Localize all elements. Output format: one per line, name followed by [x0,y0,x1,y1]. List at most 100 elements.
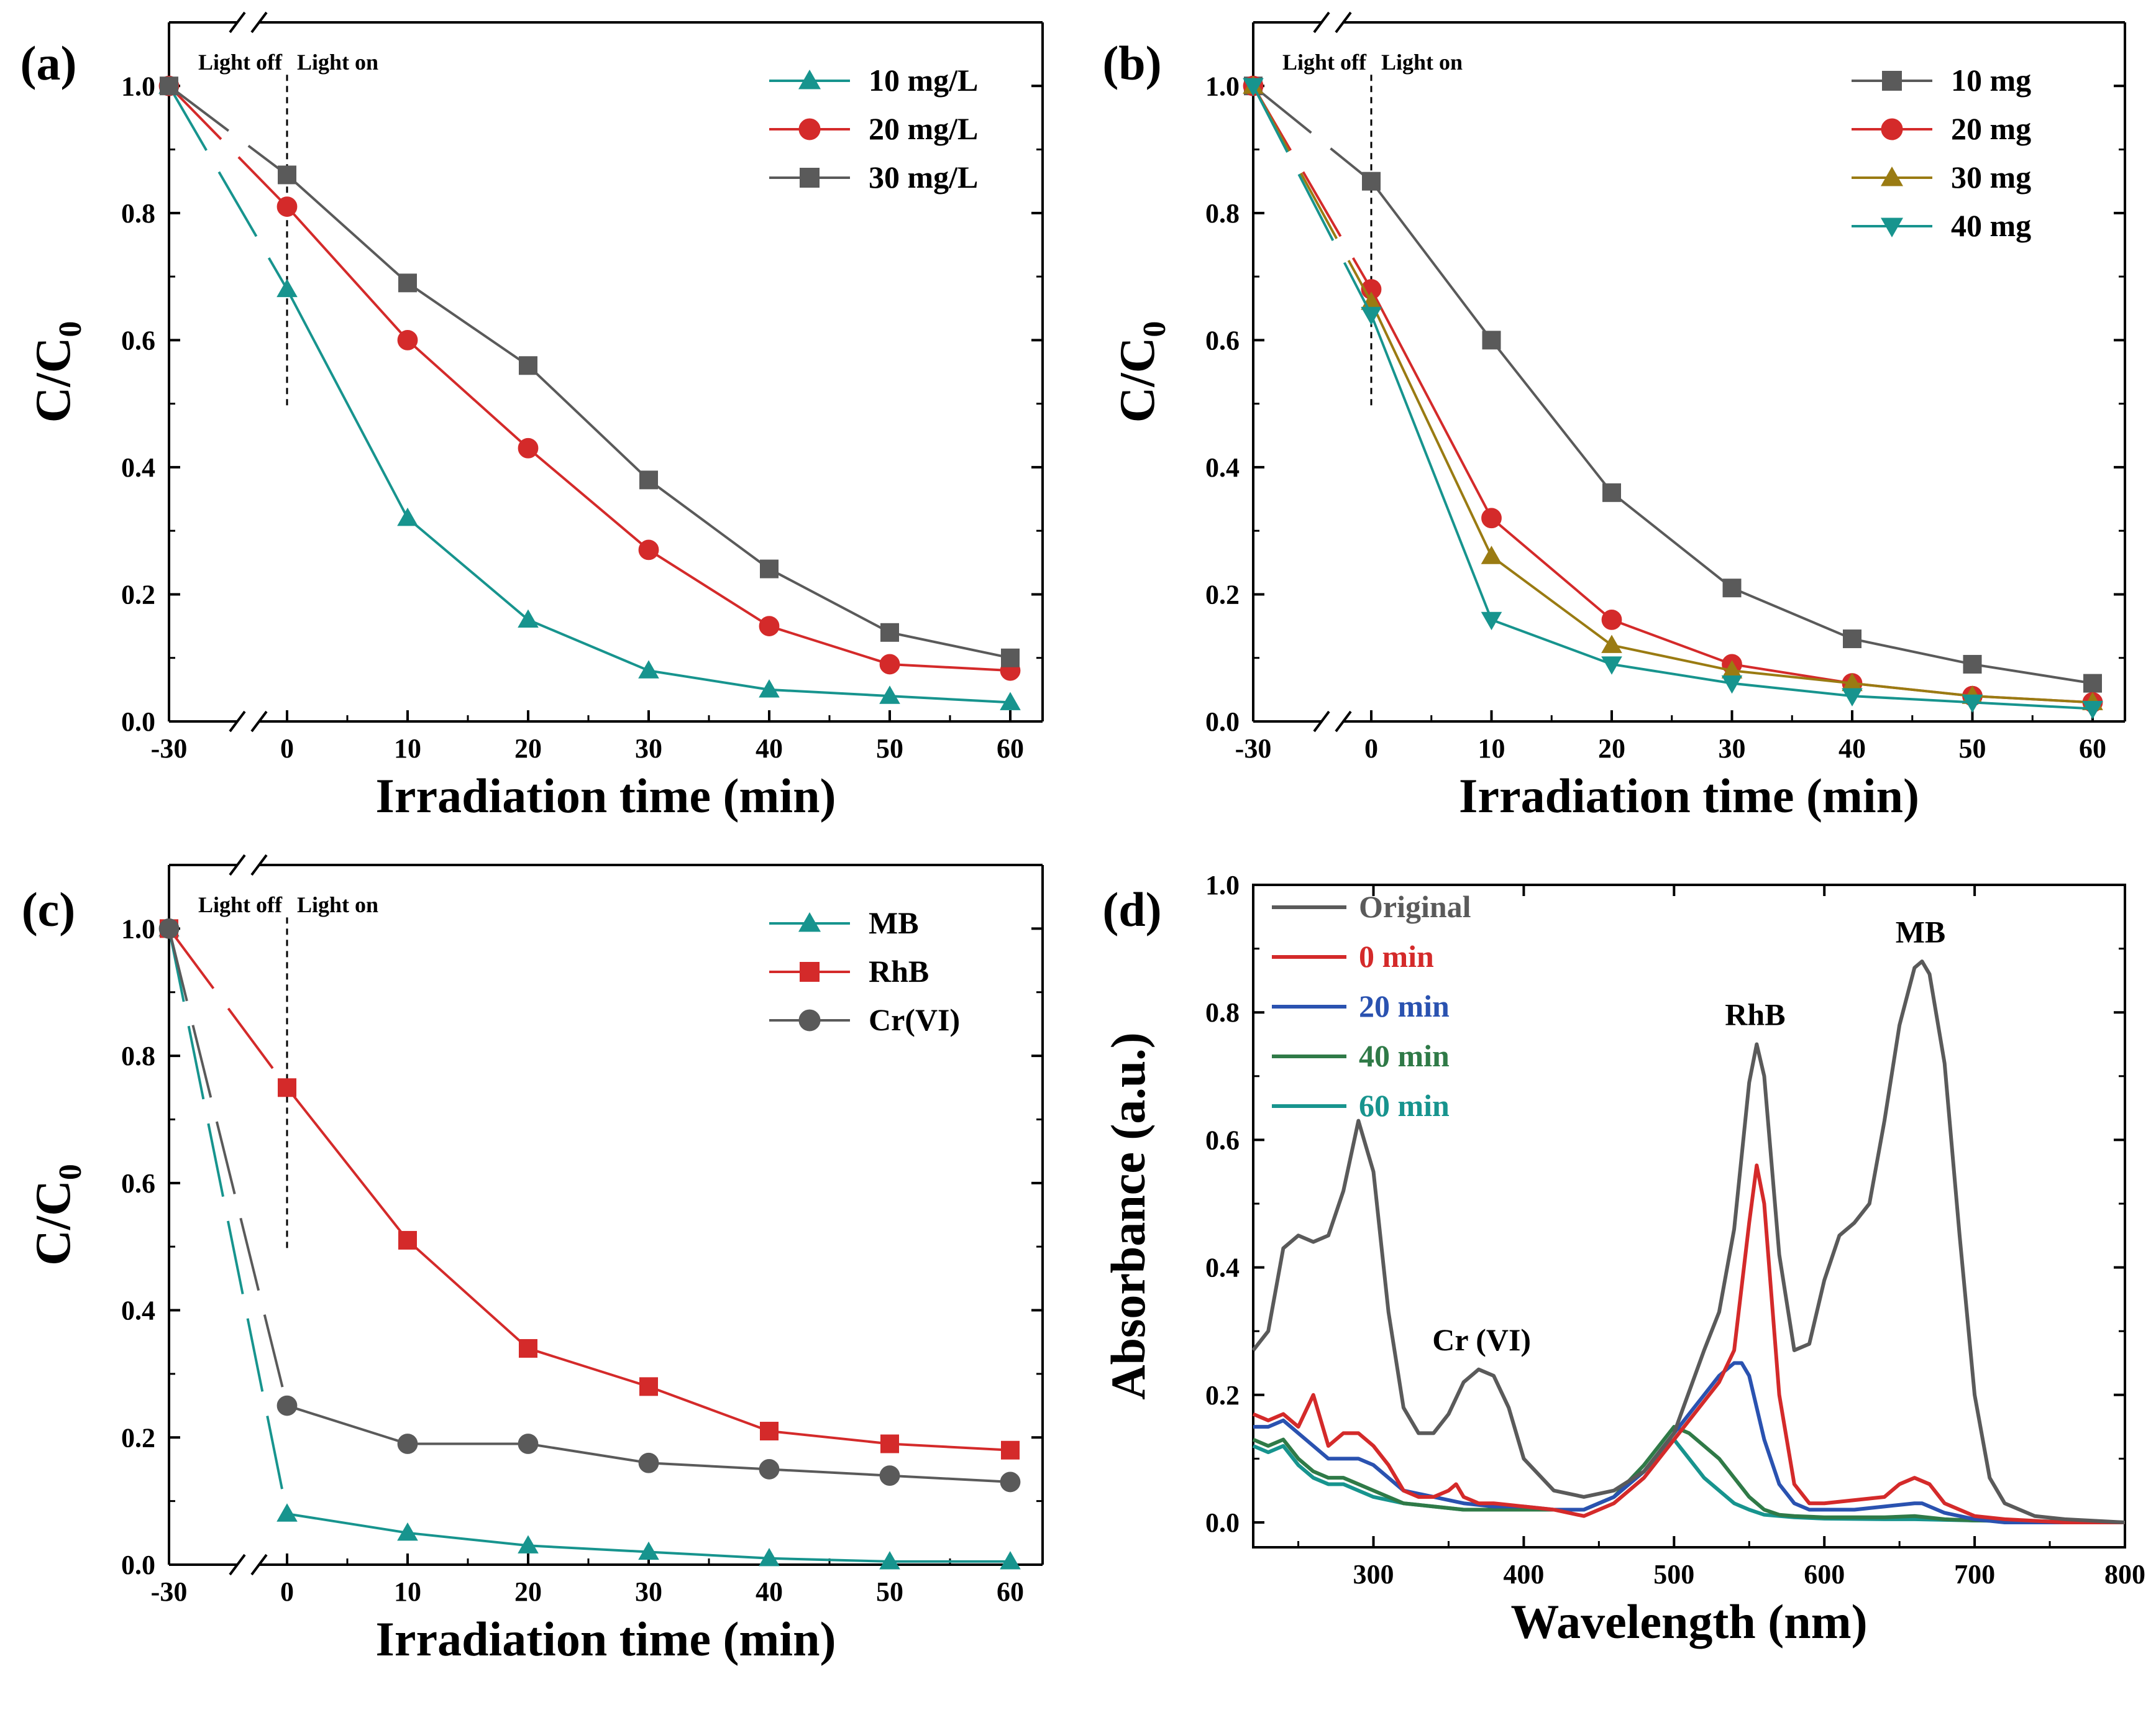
legend-label: 20 mg [1951,111,2031,146]
legend-swatch-marker [1881,167,1903,186]
data-point [1601,609,1622,630]
spectrum-line-0-min [1252,1163,2125,1524]
annotation-light-off: Light off [1282,50,1367,75]
y-axis-title-subscript: 0 [53,1164,88,1180]
x-tick-label: 30 [1719,733,1746,764]
y-tick-label: 0.4 [1205,1253,1240,1283]
legend: Original 0 min 20 min 40 min 60 min [1272,889,1471,1123]
axis-break-mark [229,710,246,733]
data-point [1001,1440,1020,1460]
axis-break-mark [1313,11,1330,34]
data-point [1482,331,1501,350]
data-point [519,356,537,375]
data-point [1842,688,1863,707]
data-point [879,654,900,675]
x-tick-label: 800 [2104,1559,2145,1590]
x-tick-label: 30 [635,733,662,764]
axis-break-mark [229,854,246,876]
spectrum-line-original [1251,959,2126,1524]
data-point [398,273,417,293]
annotation-light-on: Light on [297,892,378,917]
series-line [286,288,1011,704]
data-point [276,196,298,217]
data-point [1361,306,1382,326]
data-point [638,539,659,561]
y-axis-title-main: C/C [1110,337,1165,423]
x-tick-label: 50 [1959,733,1986,764]
legend-label: 10 mg [1951,63,2031,98]
legend-swatch-marker [1881,118,1903,140]
x-tick-label: -30 [151,1576,188,1607]
x-tick-label: 60 [997,1576,1024,1607]
x-axis-title: Irradiation time (min) [376,769,836,823]
data-point [1362,172,1381,191]
x-tick-label: -30 [1235,733,1272,764]
y-tick-label: 0.0 [121,707,155,737]
y-tick-label: 1.0 [121,71,155,101]
y-tick-label: 0.8 [1205,997,1240,1028]
legend-swatch-marker [798,70,821,89]
data-point [278,1078,296,1097]
legend-label: 20 mg/L [869,111,978,146]
y-tick-label: 0.0 [1205,707,1240,737]
axis-break-mark [250,854,268,876]
legend-swatch-marker [1882,71,1902,91]
data-point [1601,634,1622,653]
y-tick-label: 0.2 [121,579,155,610]
legend-label: 40 min [1359,1038,1450,1073]
data-point [518,609,539,628]
x-tick-label: 400 [1503,1559,1544,1590]
x-tick-label: 40 [1839,733,1866,764]
data-point [1843,629,1861,649]
legend-swatch-marker [800,962,820,982]
x-tick-label: -30 [151,733,188,764]
y-tick-label: 0.4 [121,1296,155,1326]
data-point [1721,660,1743,679]
y-tick-label: 0.2 [121,1422,155,1453]
legend-label: Cr(VI) [869,1002,960,1037]
axis-break-mark [250,1553,268,1576]
y-tick-label: 0.8 [121,1041,155,1071]
legend-swatch-marker [800,168,820,188]
data-point [158,918,180,939]
data-point [397,507,418,526]
legend-label: 10 mg/L [869,63,978,98]
data-point [759,1547,780,1567]
y-axis-title-subscript: 0 [53,321,88,337]
annotation-light-on: Light on [1381,50,1463,75]
data-point [638,1452,659,1473]
series-line-dark-segment [1252,85,1373,316]
x-tick-label: 10 [1478,733,1505,764]
data-point [1962,694,1983,713]
x-tick-label: 20 [1598,733,1625,764]
series-line [1370,180,2093,685]
series-line-dark-segment [168,928,288,1089]
x-axis-title: Wavelength (nm) [1510,1595,1867,1649]
data-point [880,623,899,642]
annotation-light-off: Light off [198,50,283,75]
data-point [1481,546,1502,564]
x-axis-title: Irradiation time (min) [376,1612,836,1666]
legend-label: 30 mg [1951,160,2031,194]
series-line [1370,301,2093,704]
y-tick-label: 0.8 [121,198,155,229]
data-point [276,1395,298,1416]
data-point [397,1434,418,1454]
data-point [760,1422,779,1441]
axis-break-mark [250,11,268,34]
axis-break-mark [1313,710,1330,733]
y-tick-label: 0.0 [121,1550,155,1580]
legend-label: 30 mg/L [869,160,978,194]
y-tick-label: 0.6 [1205,325,1240,355]
x-tick-label: 40 [756,1576,783,1607]
legend-label: RhB [869,954,929,989]
series-cr-vi- [158,918,1021,1493]
panel-b: (b) 0.0 0.2 0.4 0.6 0.8 1.0 -30 0 10 20 30 40 50 60 Irr… [1102,11,2126,823]
y-axis-title: Absorbance (a.u.) [1101,1032,1155,1400]
data-point [2083,674,2102,693]
legend-label: 60 min [1359,1088,1450,1123]
x-tick-label: 60 [997,733,1024,764]
annotation-light-on: Light on [297,50,378,75]
y-axis-title-main: C/C [26,337,81,423]
y-tick-label: 0.6 [121,1168,155,1199]
